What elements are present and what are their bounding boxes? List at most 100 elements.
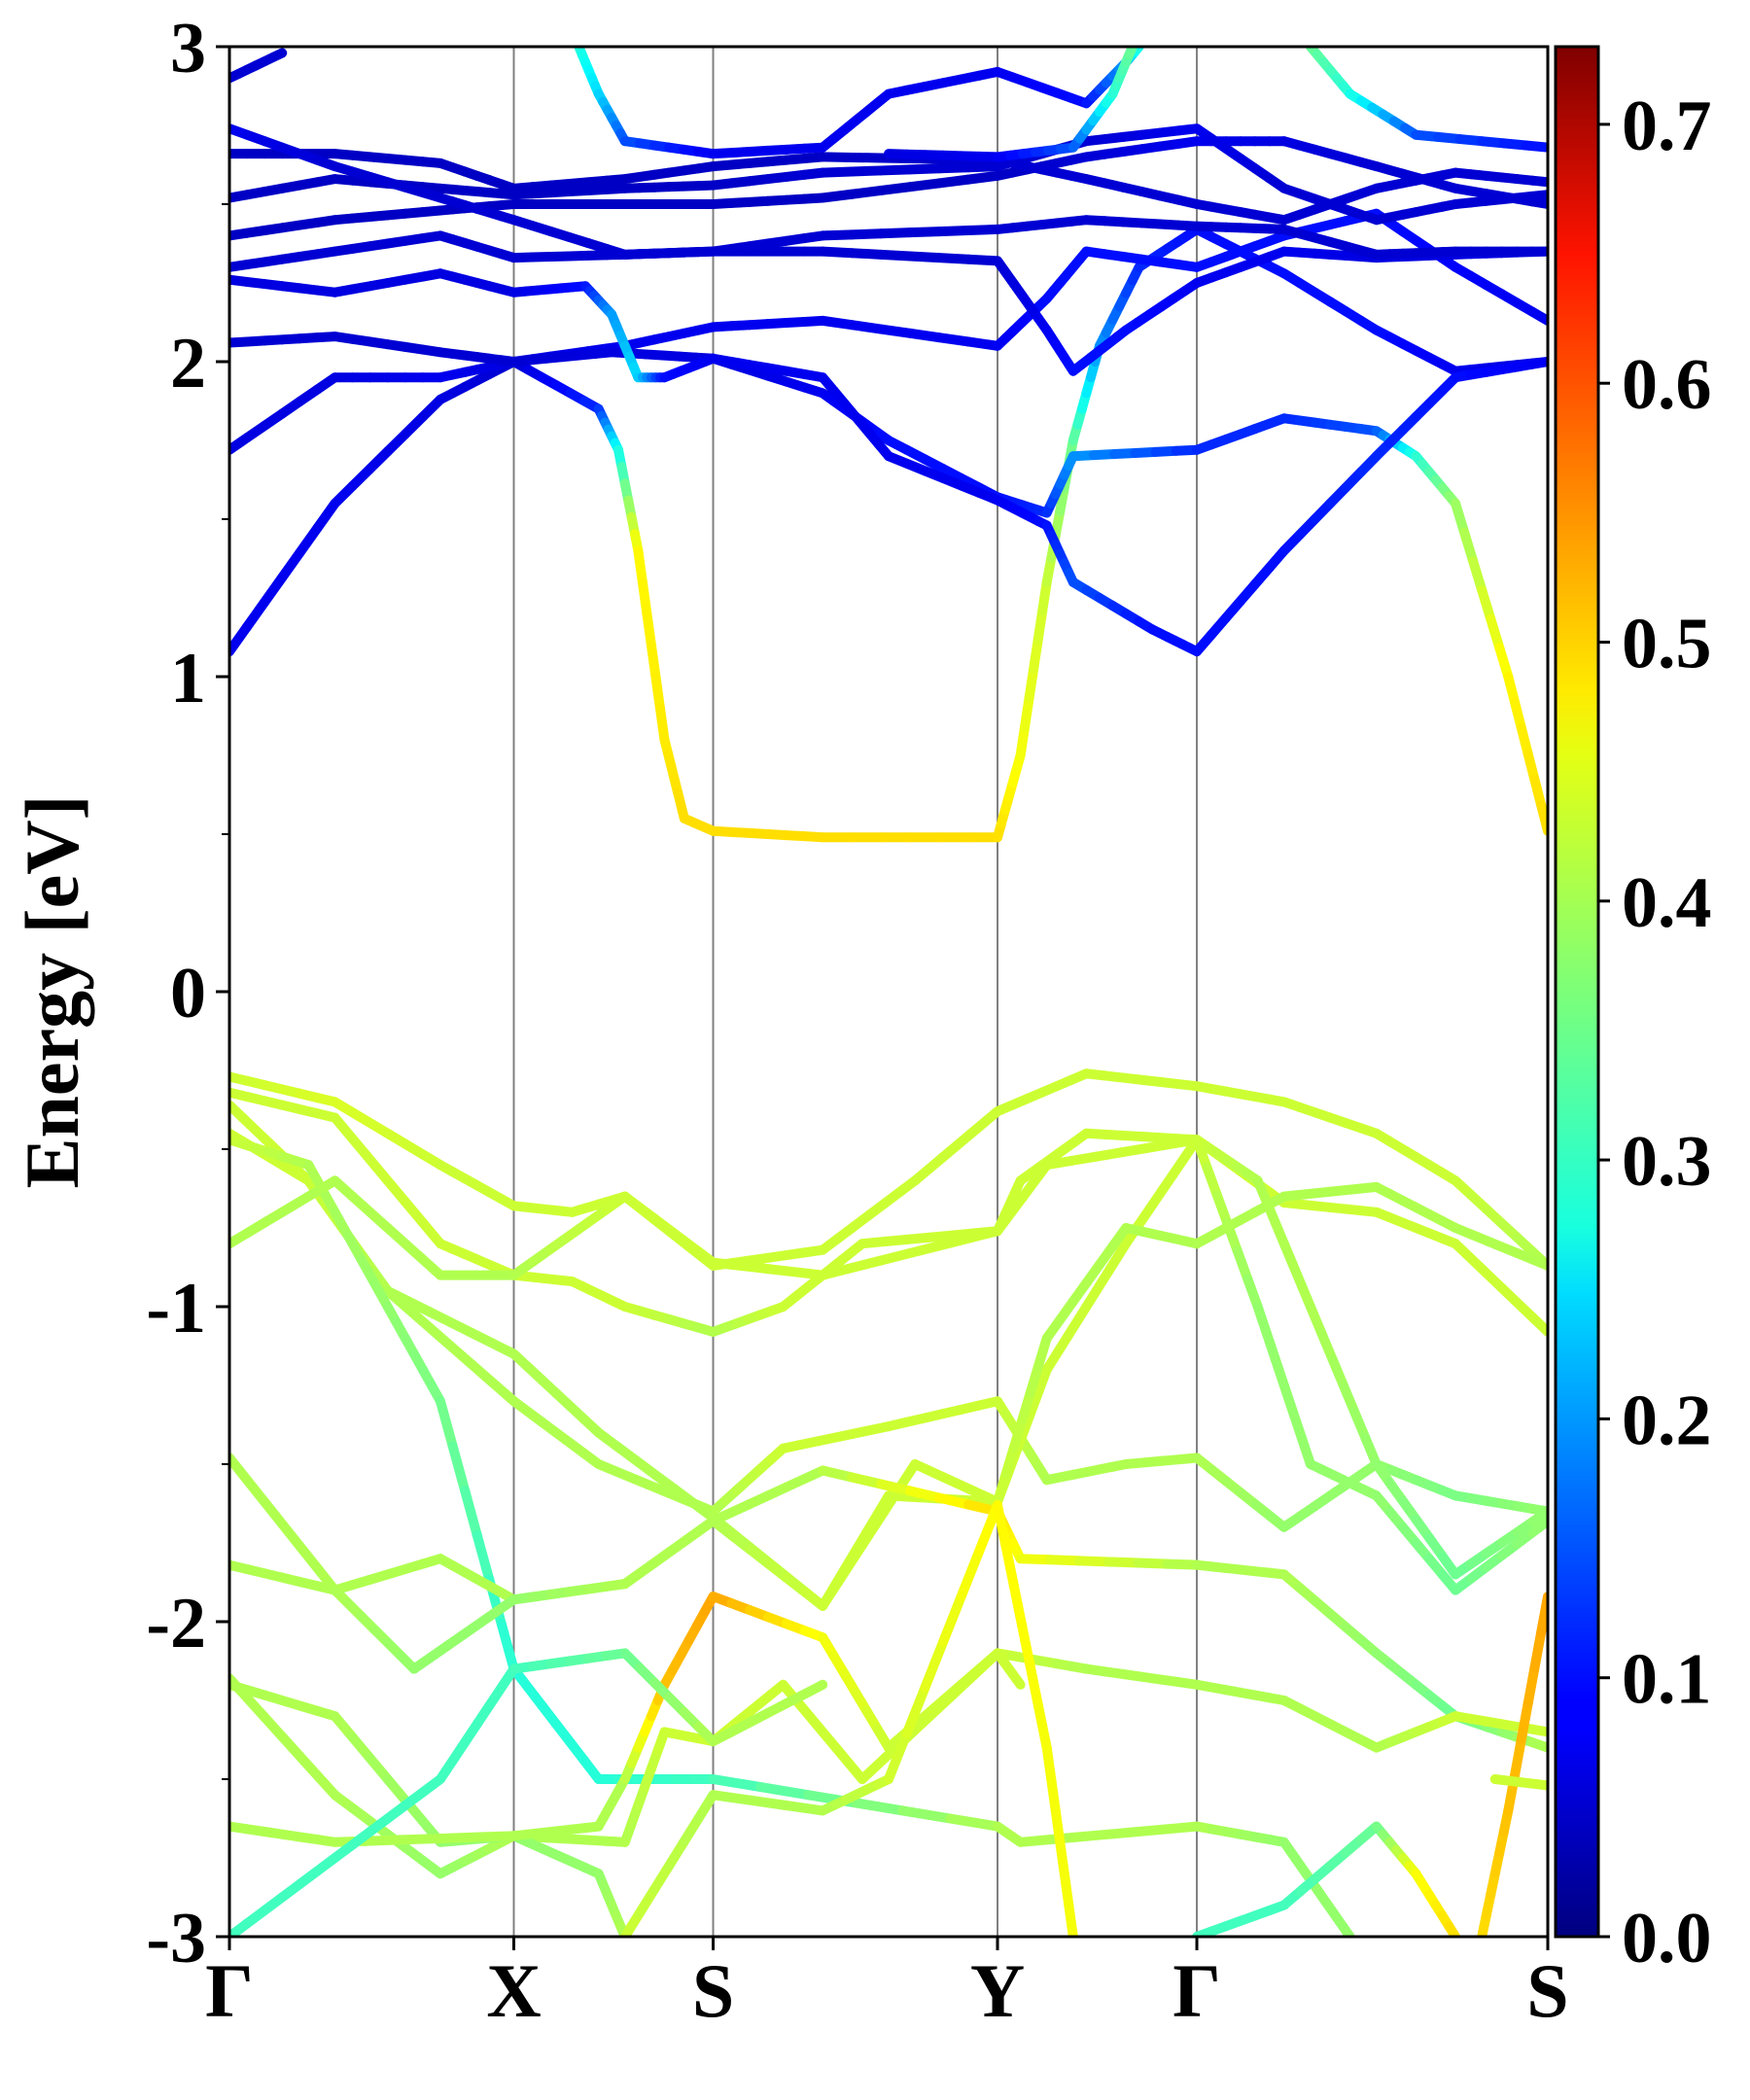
band-segment xyxy=(1522,1662,1540,1709)
band-segment xyxy=(934,1233,974,1251)
band-segment xyxy=(818,1465,858,1483)
band-segment xyxy=(472,1529,495,1585)
band-segment xyxy=(496,1619,519,1674)
band-segment xyxy=(1064,1900,1078,1937)
band xyxy=(229,1679,630,1937)
band-segment xyxy=(876,324,916,338)
band-lines xyxy=(229,47,1548,1937)
band-segment xyxy=(229,621,253,657)
band-segment xyxy=(449,1832,489,1843)
y-tick-label: -2 xyxy=(146,1584,206,1663)
band-segment xyxy=(1211,1190,1233,1229)
band-segment xyxy=(1494,643,1514,682)
band-segment xyxy=(905,178,945,192)
band-segment xyxy=(1000,1540,1019,1592)
band-segment xyxy=(1527,306,1548,326)
y-tick-label: -1 xyxy=(146,1269,206,1348)
band-segment xyxy=(1242,1274,1263,1312)
band-segment xyxy=(876,1479,916,1496)
band-segment xyxy=(637,577,652,619)
band-segment xyxy=(1037,577,1052,616)
band-segment xyxy=(945,1813,1003,1832)
band-segment xyxy=(847,248,887,260)
band-segment xyxy=(447,1441,471,1495)
colorbar-tick-label: 0.2 xyxy=(1622,1381,1712,1460)
band-segment xyxy=(650,672,665,714)
band-segment xyxy=(847,185,887,199)
band-segment xyxy=(1533,1779,1548,1791)
band-segment xyxy=(963,1226,1003,1243)
band-segment xyxy=(389,1834,430,1845)
band-segment xyxy=(847,1472,887,1489)
band-segment xyxy=(818,1263,858,1280)
band xyxy=(229,1135,1355,1937)
band-segment xyxy=(478,1831,519,1842)
band-segment xyxy=(1029,635,1043,674)
band xyxy=(1477,1592,1548,1937)
band xyxy=(229,1135,1548,1580)
band-segment xyxy=(963,336,1003,351)
band-segment xyxy=(1521,140,1548,153)
band-segment xyxy=(633,545,648,587)
band-segment xyxy=(268,48,288,62)
band-segment xyxy=(938,1592,966,1648)
band-segment xyxy=(1015,1554,1055,1565)
band-segment xyxy=(1162,1821,1203,1835)
y-axis-title: Energy [eV] xyxy=(10,794,94,1188)
y-axis-ticks: 3 2 1 0 -1 -2 -3 xyxy=(146,9,229,1978)
band xyxy=(229,1648,828,1937)
band-segment xyxy=(1516,1698,1533,1744)
band-segment xyxy=(1527,1724,1548,1737)
band-segment xyxy=(934,174,974,189)
colorbar-ticks: 0.0 0.1 0.2 0.3 0.4 0.5 0.6 0.7 xyxy=(1598,87,1712,1978)
band-segment xyxy=(857,1753,891,1784)
band-segment xyxy=(847,1255,887,1274)
band-segment xyxy=(242,597,270,632)
band xyxy=(1305,47,1548,153)
band-segment xyxy=(1202,1162,1222,1201)
band-segment xyxy=(1334,1915,1355,1937)
band-segment xyxy=(1451,498,1470,538)
band-segment xyxy=(934,253,974,264)
band xyxy=(229,123,1548,226)
band-segment xyxy=(799,1679,828,1699)
colorbar-tick-label: 0.1 xyxy=(1622,1640,1712,1720)
band-segment xyxy=(934,332,974,347)
band-segment xyxy=(295,523,323,558)
y-tick-label: 3 xyxy=(170,9,206,88)
band-segment xyxy=(1015,1835,1055,1847)
band-segment xyxy=(1529,1627,1547,1673)
band-segment xyxy=(1055,1837,1069,1879)
band xyxy=(619,1500,1078,1937)
band-segment xyxy=(708,1774,766,1793)
band xyxy=(1192,1821,1461,1937)
band-segment xyxy=(1011,1674,1026,1690)
band xyxy=(884,47,1138,162)
colorbar-tick-label: 0.5 xyxy=(1622,604,1712,683)
band-segment xyxy=(1527,175,1548,188)
k-point-label: S xyxy=(1526,1948,1568,2033)
band-segment xyxy=(1033,1702,1052,1753)
band-segment xyxy=(818,246,858,259)
y-tick-label: 0 xyxy=(170,954,206,1033)
colorbar-tick-label: 0.4 xyxy=(1622,863,1712,943)
y-tick-label: -3 xyxy=(146,1899,206,1978)
band-segment xyxy=(1024,663,1039,703)
band-segment xyxy=(1527,1506,1548,1527)
band-segment xyxy=(1133,1824,1172,1837)
band-segment xyxy=(1074,1556,1114,1567)
band-segment xyxy=(1046,1774,1061,1816)
band-segment xyxy=(646,640,661,682)
band-segment xyxy=(260,572,288,608)
band-segment xyxy=(1477,584,1496,624)
k-point-label: Γ xyxy=(205,1948,254,2033)
band-segment xyxy=(905,251,945,263)
band-segment xyxy=(905,1486,945,1503)
band xyxy=(574,47,1144,159)
band-segment xyxy=(905,1241,945,1258)
band-segment xyxy=(654,703,670,745)
k-point-label: S xyxy=(692,1948,734,2033)
band-segment xyxy=(963,170,1003,185)
